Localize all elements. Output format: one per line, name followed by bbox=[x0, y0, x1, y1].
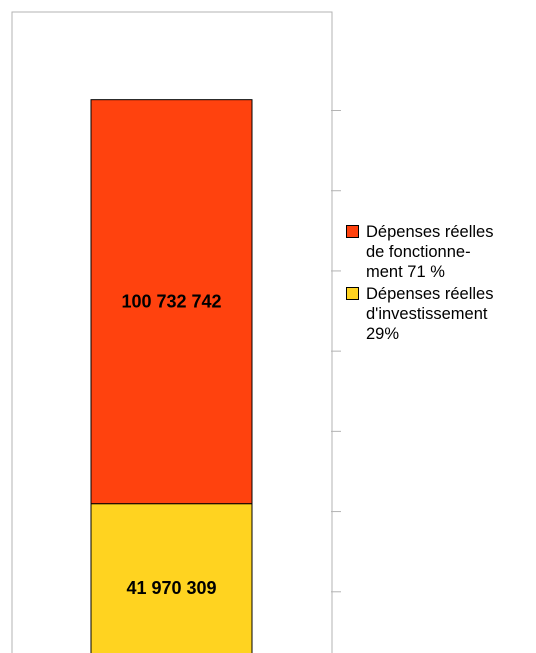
bar-data-labels: 41 970 309 100 732 742 bbox=[121, 292, 221, 598]
legend-label-fonctionnement: Dépenses réelles de fonctionne- ment 71 … bbox=[366, 222, 532, 282]
y-axis-ticks bbox=[331, 110, 341, 593]
legend-item-fonctionnement: Dépenses réelles de fonctionne- ment 71 … bbox=[346, 222, 532, 282]
legend: Dépenses réelles de fonctionne- ment 71 … bbox=[346, 222, 532, 346]
bar-segments bbox=[90, 99, 253, 653]
legend-label-line: Dépenses réelles bbox=[366, 223, 494, 241]
legend-label-investissement: Dépenses réelles d'investissement 29% bbox=[366, 284, 532, 344]
legend-label-line: d'investissement bbox=[366, 305, 488, 323]
legend-swatch-investissement bbox=[346, 287, 359, 300]
legend-label-line: 29% bbox=[366, 325, 400, 343]
legend-item-investissement: Dépenses réelles d'investissement 29% bbox=[346, 284, 532, 344]
legend-label-line: Dépenses réelles bbox=[366, 285, 494, 303]
data-label-investissement: 41 970 309 bbox=[126, 578, 216, 598]
legend-label-line: de fonctionne- bbox=[366, 243, 471, 261]
data-label-fonctionnement: 100 732 742 bbox=[121, 292, 221, 312]
legend-label-line: ment 71 % bbox=[366, 263, 445, 281]
bar-segment-investissement bbox=[90, 503, 253, 653]
bar-segment-fonctionnement bbox=[90, 99, 253, 505]
legend-swatch-fonctionnement bbox=[346, 225, 359, 238]
